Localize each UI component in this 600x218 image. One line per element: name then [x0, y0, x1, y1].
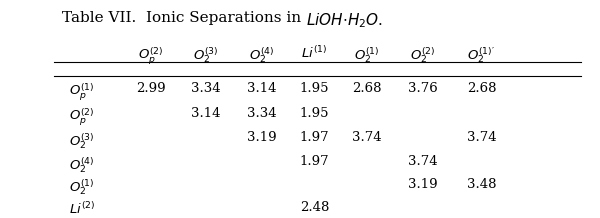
Text: $Li^{(1)}$: $Li^{(1)}$	[301, 45, 328, 61]
Text: 3.14: 3.14	[191, 107, 221, 120]
Text: 1.95: 1.95	[300, 82, 329, 95]
Text: $O_{2}^{(4)}$: $O_{2}^{(4)}$	[249, 45, 275, 65]
Text: $O_{p}^{(2)}$: $O_{p}^{(2)}$	[68, 107, 94, 128]
Text: 2.68: 2.68	[353, 82, 382, 95]
Text: $O_{p}^{(1)}$: $O_{p}^{(1)}$	[68, 82, 94, 103]
Text: 3.19: 3.19	[247, 131, 277, 144]
Text: Table VII.  Ionic Separations in: Table VII. Ionic Separations in	[62, 11, 306, 25]
Text: $O_{2}^{(1)}$: $O_{2}^{(1)}$	[68, 178, 94, 198]
Text: 3.74: 3.74	[467, 131, 496, 144]
Text: 3.34: 3.34	[247, 107, 277, 120]
Text: $O_{2}^{(4)}$: $O_{2}^{(4)}$	[68, 155, 94, 175]
Text: 3.74: 3.74	[408, 155, 438, 168]
Text: $Li^{(2)}$: $Li^{(2)}$	[68, 201, 95, 217]
Text: 3.19: 3.19	[408, 178, 438, 191]
Text: $\mathit{LiOH}$$\mathit{\cdot}$$\mathit{H_2O}$.: $\mathit{LiOH}$$\mathit{\cdot}$$\mathit{…	[306, 11, 383, 30]
Text: $O_{2}^{(2)}$: $O_{2}^{(2)}$	[410, 45, 436, 65]
Text: $O_{2}^{(1)}$: $O_{2}^{(1)}$	[355, 45, 380, 65]
Text: $O_{2}^{(1)′}$: $O_{2}^{(1)′}$	[467, 45, 496, 65]
Text: 3.74: 3.74	[352, 131, 382, 144]
Text: 2.68: 2.68	[467, 82, 496, 95]
Text: 1.97: 1.97	[300, 155, 329, 168]
Text: $O_{p}^{(2)}$: $O_{p}^{(2)}$	[138, 45, 163, 66]
Text: 2.48: 2.48	[300, 201, 329, 214]
Text: $O_{2}^{(3)}$: $O_{2}^{(3)}$	[68, 131, 94, 151]
Text: 1.95: 1.95	[300, 107, 329, 120]
Text: $O_{2}^{(3)}$: $O_{2}^{(3)}$	[193, 45, 219, 65]
Text: 3.14: 3.14	[247, 82, 277, 95]
Text: 3.76: 3.76	[408, 82, 438, 95]
Text: 2.99: 2.99	[136, 82, 166, 95]
Text: 3.48: 3.48	[467, 178, 496, 191]
Text: 1.97: 1.97	[300, 131, 329, 144]
Text: 3.34: 3.34	[191, 82, 221, 95]
